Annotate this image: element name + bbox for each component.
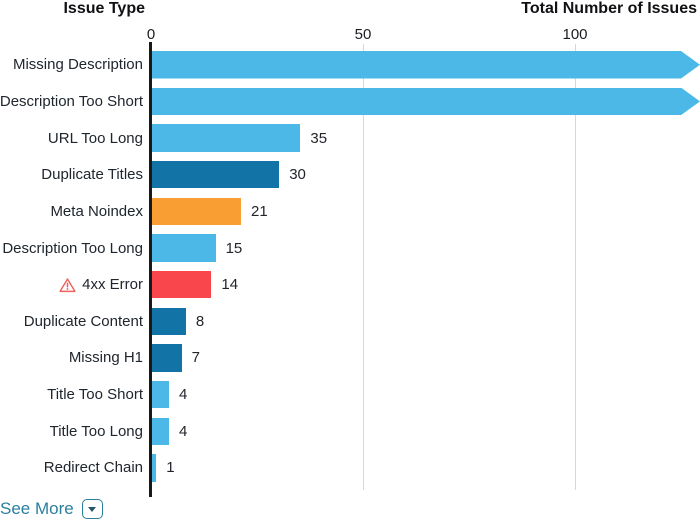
category-label-text: Missing H1 bbox=[68, 349, 143, 367]
category-label: URL Too Long bbox=[0, 124, 143, 152]
bar-title-too-long[interactable] bbox=[152, 417, 169, 445]
y-axis-line bbox=[149, 42, 152, 497]
bar-description-too-long[interactable] bbox=[152, 234, 216, 262]
category-label: 4xx Error bbox=[0, 271, 143, 299]
chart-title-issue-type: Issue Type bbox=[63, 0, 145, 17]
bar-4xx-error[interactable] bbox=[152, 270, 212, 299]
category-label: Missing H1 bbox=[0, 344, 143, 372]
bar-title-too-short[interactable] bbox=[152, 380, 169, 409]
category-label: Duplicate Content bbox=[0, 308, 143, 336]
x-axis-tick-0: 0 bbox=[146, 26, 156, 43]
bar-description-too-short[interactable] bbox=[152, 88, 700, 116]
bar-value-label: 4 bbox=[178, 422, 188, 440]
category-label-text: Missing Description bbox=[12, 56, 143, 74]
bar-value-label: 30 bbox=[289, 166, 306, 184]
category-label: Description Too Long bbox=[0, 234, 143, 262]
bar-missing-h1[interactable] bbox=[152, 344, 182, 372]
category-label-text: Meta Noindex bbox=[50, 202, 143, 220]
bar-value-label: 21 bbox=[251, 202, 268, 220]
see-more-link[interactable]: See More bbox=[0, 499, 74, 518]
caret-down-icon bbox=[88, 506, 97, 512]
x-axis-tick-50: 50 bbox=[354, 26, 372, 43]
chart-title-total-issues: Total Number of Issues bbox=[521, 0, 697, 17]
category-label: Title Too Short bbox=[0, 381, 143, 409]
category-label-text: Title Too Long bbox=[49, 422, 143, 440]
warning-triangle-icon bbox=[59, 277, 76, 293]
gridline-50 bbox=[363, 44, 364, 490]
category-label: Description Too Short bbox=[0, 88, 143, 116]
category-label: Redirect Chain bbox=[0, 454, 143, 482]
bar-duplicate-titles[interactable] bbox=[152, 160, 280, 189]
gridline-100 bbox=[575, 44, 576, 490]
bar-value-label: 1 bbox=[166, 459, 175, 477]
bar-meta-noindex[interactable] bbox=[152, 197, 242, 226]
category-label: Duplicate Titles bbox=[0, 161, 143, 189]
category-label-text: Redirect Chain bbox=[43, 459, 143, 477]
category-label-text: Title Too Short bbox=[47, 386, 143, 404]
bar-value-label: 14 bbox=[221, 276, 239, 294]
category-label-text: Duplicate Titles bbox=[41, 166, 143, 184]
x-axis-tick-100: 100 bbox=[562, 26, 588, 43]
bar-url-too-long[interactable] bbox=[152, 124, 301, 152]
see-more-control[interactable]: See More bbox=[0, 499, 103, 519]
category-label-text: URL Too Long bbox=[47, 129, 143, 147]
category-label-text: 4xx Error bbox=[82, 276, 143, 294]
bar-value-label: 35 bbox=[310, 129, 328, 147]
see-more-dropdown-button[interactable] bbox=[81, 499, 103, 519]
bar-value-label: 7 bbox=[191, 349, 201, 367]
bar-redirect-chain[interactable] bbox=[152, 454, 157, 482]
category-label-text: Duplicate Content bbox=[23, 312, 143, 330]
category-label-text: Description Too Short bbox=[0, 92, 143, 110]
bar-missing-description[interactable] bbox=[152, 51, 700, 79]
category-label: Missing Description bbox=[0, 51, 143, 79]
bar-value-label: 4 bbox=[178, 386, 188, 404]
bar-value-label: 15 bbox=[225, 239, 243, 257]
category-label: Meta Noindex bbox=[0, 198, 143, 226]
bar-duplicate-content[interactable] bbox=[152, 307, 186, 336]
category-label-text: Description Too Long bbox=[2, 239, 143, 257]
bar-value-label: 8 bbox=[195, 312, 205, 330]
category-label: Title Too Long bbox=[0, 418, 143, 446]
